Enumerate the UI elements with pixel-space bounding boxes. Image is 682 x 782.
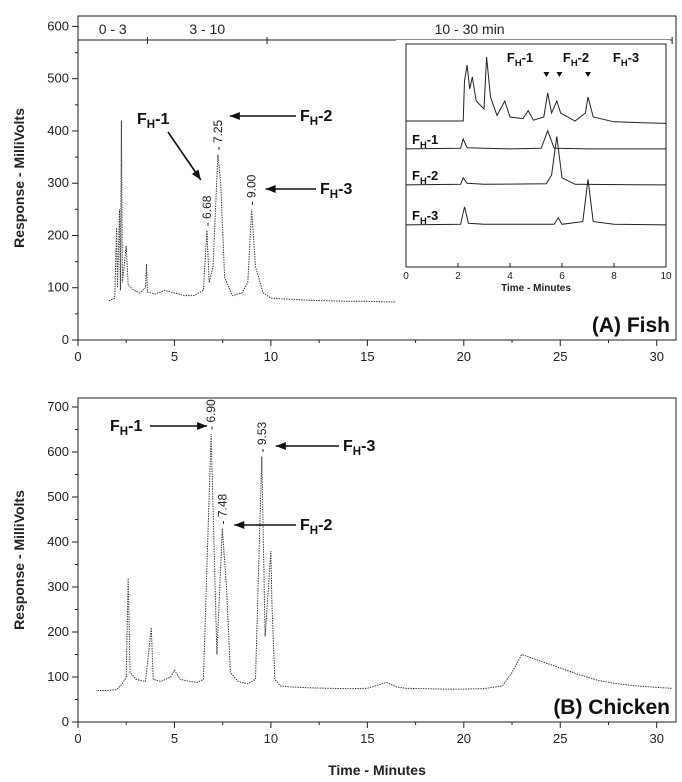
y-tick-label: 300 <box>47 175 69 190</box>
time-window-label: 10 - 30 min <box>435 21 505 37</box>
y-tick-label: 100 <box>47 280 69 295</box>
inset-trace-label: FH-2 <box>412 168 438 186</box>
inset-trace-label: FH-3 <box>412 208 438 226</box>
peak-retention-time-label: - 9.00 <box>245 174 259 205</box>
y-axis-title: Response - MilliVolts <box>11 490 27 630</box>
y-tick-label: 700 <box>47 399 69 414</box>
inset-peak-label: FH-2 <box>563 50 589 68</box>
peak-retention-time-label: - 6.68 <box>200 195 214 226</box>
x-tick-label: 0 <box>74 349 81 364</box>
y-tick-label: 0 <box>62 332 69 347</box>
panel-title: (B) Chicken <box>553 696 670 719</box>
panel-a-inset-chromatograms: 0 2 4 6 8 10 Time - Minutes FH-1 FH-2 FH-3 FH-1 FH-… <box>396 40 672 305</box>
y-tick-label: 100 <box>47 669 69 684</box>
inset-x-tick-label: 2 <box>455 271 461 282</box>
inset-trace-line <box>405 179 667 226</box>
peak-name-fh3-label: FH-3 <box>320 181 352 201</box>
y-axis-title: Response - MilliVolts <box>11 108 27 248</box>
peak-fh3-arrow <box>275 442 339 450</box>
y-tick-label: 500 <box>47 489 69 504</box>
x-tick-label: 5 <box>171 731 178 746</box>
y-tick-label: 200 <box>47 624 69 639</box>
peak-fh2-arrow <box>229 112 296 120</box>
peak-retention-time-label: - 7.25 <box>211 119 225 150</box>
chicken-trace-line <box>97 433 673 691</box>
y-tick-label: 600 <box>47 18 69 33</box>
x-tick-label: 30 <box>649 731 663 746</box>
peak-retention-time-label: - 7.48 <box>215 493 229 524</box>
y-tick-label: 400 <box>47 123 69 138</box>
inset-trace-label: FH-1 <box>412 132 438 150</box>
peak-fh2-arrow <box>234 521 296 529</box>
inset-x-tick-label: 4 <box>507 271 513 282</box>
inset-peak-marker <box>543 72 550 77</box>
peak-name-fh2-label: FH-2 <box>300 517 332 537</box>
y-tick-label: 300 <box>47 579 69 594</box>
peak-name-fh1-label: FH-1 <box>110 418 142 438</box>
inset-background <box>396 40 670 305</box>
peak-name-fh2-label: FH-2 <box>300 108 332 128</box>
plot-frame <box>77 15 677 341</box>
x-tick-label: 15 <box>360 349 374 364</box>
panel-title: (A) Fish <box>592 314 670 337</box>
inset-x-tick-label: 0 <box>403 271 409 282</box>
x-tick-label: 30 <box>649 349 663 364</box>
panel-b-chicken-chromatogram: 0 5 10 15 20 25 300100200300400500600700Respon… <box>11 397 677 778</box>
inset-trace-line <box>405 129 666 150</box>
x-tick-label: 20 <box>457 731 471 746</box>
y-tick-label: 200 <box>47 227 69 242</box>
plot-frame <box>77 397 677 723</box>
peak-retention-time-label: - 9.53 <box>255 421 269 452</box>
x-tick-label: 25 <box>553 349 567 364</box>
inset-peak-marker <box>556 72 563 77</box>
inset-x-tick-label: 10 <box>660 271 672 282</box>
peak-fh1-arrow <box>150 422 208 430</box>
x-tick-label: 10 <box>264 349 278 364</box>
inset-x-tick-label: 6 <box>559 271 565 282</box>
y-tick-label: 0 <box>62 714 69 729</box>
x-axis-title: Time - Minutes <box>328 762 426 778</box>
peak-fh3-arrow <box>265 185 316 193</box>
peak-name-fh3-label: FH-3 <box>343 438 375 458</box>
x-tick-label: 10 <box>264 731 278 746</box>
peak-retention-time-label: - 6.90 <box>204 399 218 430</box>
inset-peak-label: FH-3 <box>613 50 639 68</box>
x-tick-label: 5 <box>171 349 178 364</box>
inset-peak-label: FH-1 <box>507 50 533 68</box>
time-window-label: 0 - 3 <box>99 21 127 37</box>
inset-x-axis-title: Time - Minutes <box>501 283 571 294</box>
y-tick-label: 500 <box>47 71 69 86</box>
x-tick-label: 20 <box>457 349 471 364</box>
peak-fh1-arrow <box>167 131 202 181</box>
inset-trace-line <box>406 56 667 124</box>
x-tick-label: 25 <box>553 731 567 746</box>
y-tick-label: 600 <box>47 444 69 459</box>
x-tick-label: 15 <box>360 731 374 746</box>
x-tick-label: 0 <box>74 731 81 746</box>
inset-frame <box>405 43 667 268</box>
inset-x-tick-label: 8 <box>611 271 617 282</box>
y-tick-label: 400 <box>47 534 69 549</box>
time-window-label: 3 - 10 <box>189 21 225 37</box>
peak-name-fh1-label: FH-1 <box>137 111 169 131</box>
inset-peak-marker <box>585 72 591 77</box>
inset-trace-line <box>405 136 667 186</box>
